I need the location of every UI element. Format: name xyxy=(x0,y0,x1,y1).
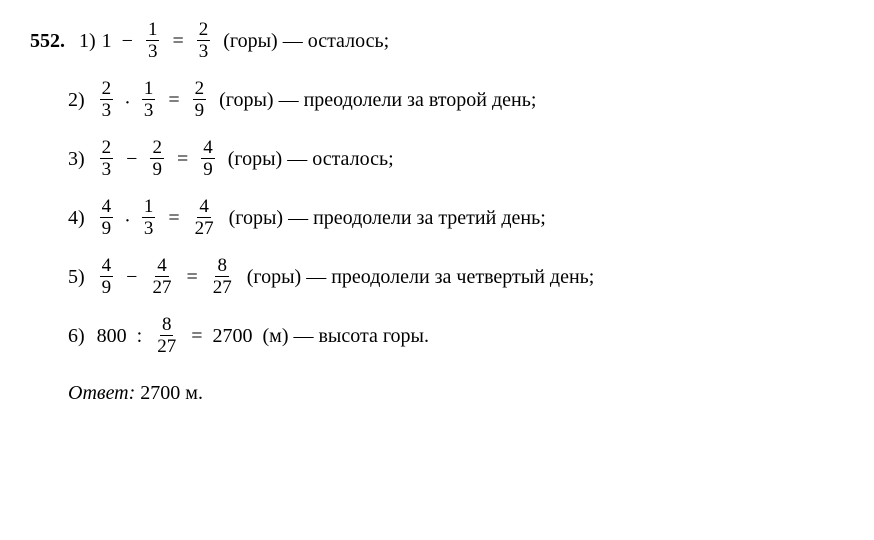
step-label: 5) xyxy=(68,264,85,290)
fraction: 4 27 xyxy=(150,256,173,297)
numerator: 2 xyxy=(193,79,207,100)
step-label: 2) xyxy=(68,87,85,113)
operator-equals: = xyxy=(191,323,202,349)
numerator: 4 xyxy=(155,256,169,277)
integer: 1 xyxy=(102,28,112,54)
fraction: 4 27 xyxy=(193,197,216,238)
fraction: 1 3 xyxy=(146,20,160,61)
step-text: (горы) — осталось; xyxy=(228,146,394,172)
fraction: 4 9 xyxy=(100,197,114,238)
step-2: 2) 2 3 · 1 3 = 2 9 (горы) — преодолели з… xyxy=(30,79,844,120)
numerator: 4 xyxy=(197,197,211,218)
step-6: 6) 800 : 8 27 = 2700 (м) — высота горы. xyxy=(30,315,844,356)
operator-equals: = xyxy=(186,264,197,290)
step-text: (горы) — осталось; xyxy=(223,28,389,54)
answer-line: Ответ: 2700 м. xyxy=(68,380,844,406)
denominator: 3 xyxy=(142,100,156,120)
denominator: 27 xyxy=(150,277,173,297)
operator-equals: = xyxy=(172,28,183,54)
numerator: 2 xyxy=(100,138,114,159)
step-3: 3) 2 3 − 2 9 = 4 9 (горы) — осталось; xyxy=(30,138,844,179)
step-text: (горы) — преодолели за третий день; xyxy=(229,205,546,231)
answer-value: 2700 м. xyxy=(140,382,203,404)
denominator: 3 xyxy=(146,41,160,61)
fraction: 2 9 xyxy=(193,79,207,120)
operator-equals: = xyxy=(168,87,179,113)
fraction: 1 3 xyxy=(142,197,156,238)
step-label: 1) xyxy=(79,28,96,54)
integer-result: 2700 xyxy=(213,323,253,349)
denominator: 27 xyxy=(155,336,178,356)
numerator: 1 xyxy=(142,197,156,218)
step-4: 4) 4 9 · 1 3 = 4 27 (горы) — преодолели … xyxy=(30,197,844,238)
fraction: 2 9 xyxy=(150,138,164,179)
denominator: 27 xyxy=(211,277,234,297)
denominator: 3 xyxy=(142,218,156,238)
numerator: 2 xyxy=(197,20,211,41)
fraction: 1 3 xyxy=(142,79,156,120)
integer: 800 xyxy=(97,323,127,349)
fraction: 4 9 xyxy=(100,256,114,297)
operator-dot: · xyxy=(124,208,131,234)
step-text: (горы) — преодолели за четвертый день; xyxy=(247,264,595,290)
numerator: 4 xyxy=(201,138,215,159)
numerator: 2 xyxy=(100,79,114,100)
operator-equals: = xyxy=(177,146,188,172)
numerator: 1 xyxy=(146,20,160,41)
numerator: 1 xyxy=(142,79,156,100)
numerator: 4 xyxy=(100,197,114,218)
step-5: 5) 4 9 − 4 27 = 8 27 (горы) — преодолели… xyxy=(30,256,844,297)
step-1: 552. 1) 1 − 1 3 = 2 3 (горы) — осталось; xyxy=(30,20,844,61)
operator-colon: : xyxy=(137,323,143,349)
numerator: 8 xyxy=(215,256,229,277)
denominator: 9 xyxy=(100,277,114,297)
denominator: 9 xyxy=(201,159,215,179)
operator-dot: · xyxy=(124,90,131,116)
step-label: 4) xyxy=(68,205,85,231)
denominator: 9 xyxy=(100,218,114,238)
step-label: 6) xyxy=(68,323,85,349)
denominator: 9 xyxy=(193,100,207,120)
fraction: 2 3 xyxy=(100,138,114,179)
denominator: 27 xyxy=(193,218,216,238)
problem-number: 552. xyxy=(30,28,65,54)
numerator: 2 xyxy=(150,138,164,159)
fraction: 8 27 xyxy=(211,256,234,297)
denominator: 3 xyxy=(197,41,211,61)
fraction: 2 3 xyxy=(197,20,211,61)
fraction: 8 27 xyxy=(155,315,178,356)
fraction: 2 3 xyxy=(100,79,114,120)
numerator: 4 xyxy=(100,256,114,277)
step-label: 3) xyxy=(68,146,85,172)
problem-552: 552. 1) 1 − 1 3 = 2 3 (горы) — осталось;… xyxy=(30,20,844,406)
denominator: 9 xyxy=(150,159,164,179)
operator-minus: − xyxy=(122,28,133,54)
operator-minus: − xyxy=(126,264,137,290)
fraction: 4 9 xyxy=(201,138,215,179)
denominator: 3 xyxy=(100,159,114,179)
operator-equals: = xyxy=(168,205,179,231)
step-text: (м) — высота горы. xyxy=(263,323,429,349)
step-text: (горы) — преодолели за второй день; xyxy=(219,87,536,113)
numerator: 8 xyxy=(160,315,174,336)
answer-label: Ответ: xyxy=(68,382,135,404)
denominator: 3 xyxy=(100,100,114,120)
operator-minus: − xyxy=(126,146,137,172)
